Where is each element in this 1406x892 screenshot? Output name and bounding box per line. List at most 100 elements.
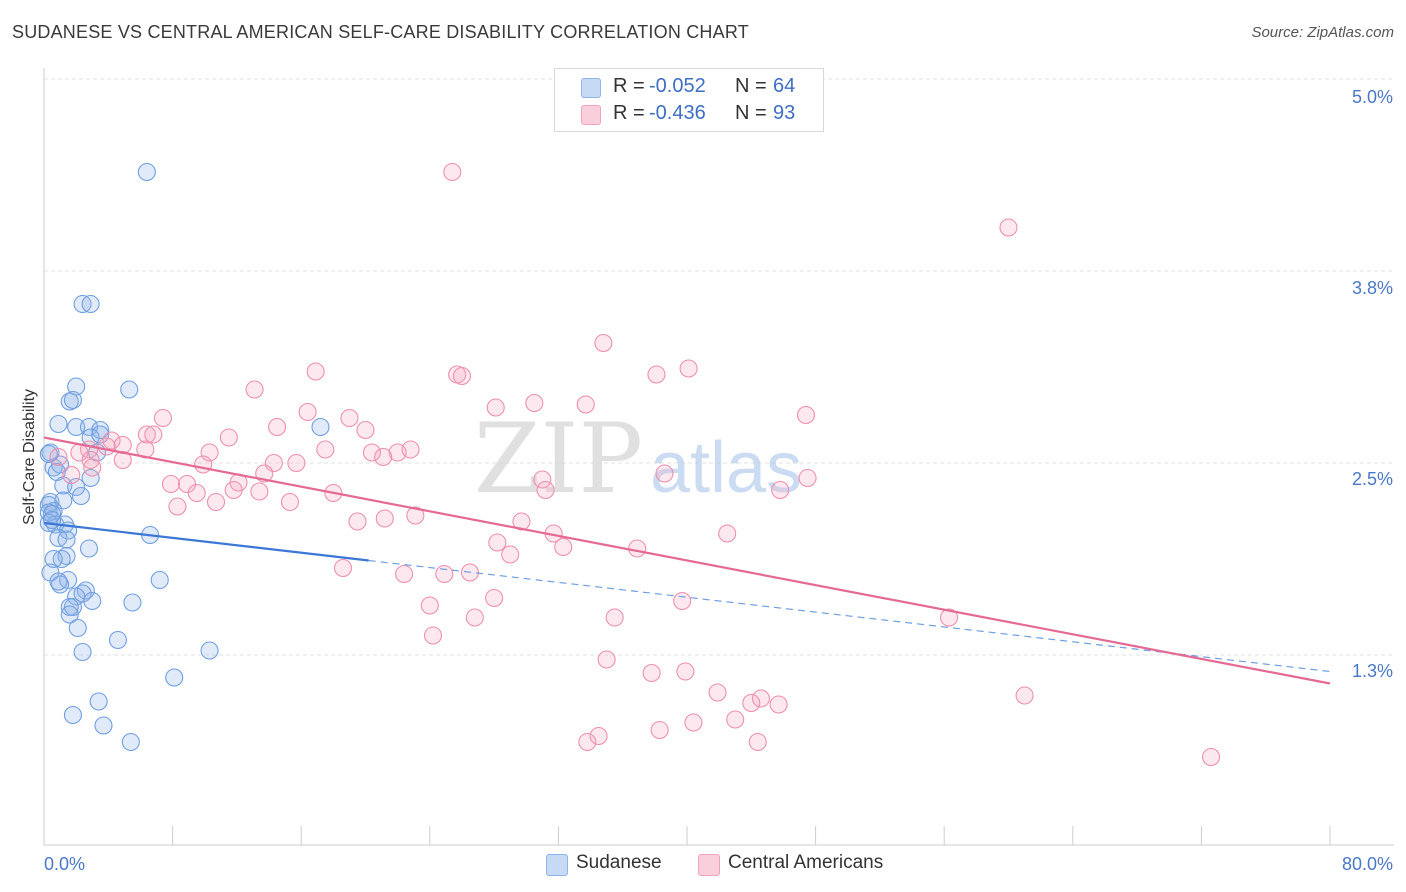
central-american-point bbox=[939, 608, 959, 627]
legend-n-label: N = bbox=[735, 102, 767, 124]
central-american-point bbox=[306, 362, 325, 381]
central-american-point bbox=[999, 218, 1018, 237]
source-label: Source: ZipAtlas.com bbox=[1251, 24, 1394, 41]
sudanese-point bbox=[60, 605, 79, 624]
sudanese-point bbox=[67, 477, 86, 497]
central-american-point bbox=[589, 726, 608, 746]
legend-swatch-sudanese bbox=[581, 78, 601, 98]
central-american-point bbox=[452, 366, 472, 386]
central-american-point bbox=[536, 480, 555, 500]
central-american-point bbox=[465, 608, 484, 627]
central-american-point bbox=[748, 732, 767, 752]
sudanese-point bbox=[63, 705, 82, 725]
legend-r-value: -0.436 bbox=[649, 102, 706, 124]
sudanese-point bbox=[63, 390, 82, 410]
watermark-atlas: atlas bbox=[650, 428, 802, 508]
central-american-point bbox=[771, 480, 790, 500]
central-american-point bbox=[679, 359, 698, 378]
central-american-point bbox=[49, 447, 68, 467]
sudanese-point bbox=[81, 294, 100, 314]
series-swatch-central-americans bbox=[698, 854, 720, 876]
central-american-point bbox=[62, 465, 81, 485]
central-american-point bbox=[153, 408, 173, 428]
central-american-point bbox=[81, 450, 100, 470]
central-american-point bbox=[144, 425, 163, 444]
y-tick-label: 5.0% bbox=[1352, 87, 1393, 107]
sudanese-point bbox=[60, 597, 79, 617]
chart-title: SUDANESE VS CENTRAL AMERICAN SELF-CARE D… bbox=[12, 22, 749, 42]
central-american-point bbox=[554, 537, 573, 557]
central-american-point bbox=[406, 506, 425, 525]
central-american-point bbox=[647, 365, 666, 384]
sudanese-point bbox=[79, 539, 99, 558]
y-tick-label: 1.3% bbox=[1352, 661, 1393, 681]
central-american-point bbox=[219, 428, 238, 447]
sudanese-point bbox=[108, 630, 127, 650]
central-american-point bbox=[650, 720, 669, 740]
y-tick-label: 2.5% bbox=[1352, 469, 1393, 489]
central-american-point bbox=[597, 650, 616, 669]
sudanese-point bbox=[73, 642, 92, 662]
central-american-point bbox=[501, 545, 520, 564]
central-american-point bbox=[316, 440, 335, 459]
watermark: ZIP atlas bbox=[474, 403, 802, 515]
central-american-point bbox=[423, 626, 443, 645]
sudanese-point bbox=[42, 510, 62, 530]
sudanese-point bbox=[311, 417, 330, 437]
central-american-point bbox=[798, 468, 817, 488]
series-swatch-sudanese bbox=[546, 854, 568, 876]
sudanese-point bbox=[123, 593, 142, 612]
sudanese-point bbox=[71, 486, 91, 506]
central-american-point bbox=[224, 480, 243, 500]
central-american-point bbox=[605, 608, 624, 627]
sudanese-point bbox=[94, 716, 113, 735]
sudanese-point bbox=[68, 618, 87, 638]
central-american-point bbox=[673, 591, 692, 611]
central-american-point bbox=[375, 509, 394, 528]
central-american-point bbox=[178, 474, 197, 494]
central-american-point bbox=[486, 398, 505, 417]
x-tick-label: 0.0% bbox=[44, 854, 85, 874]
sudanese-point bbox=[51, 575, 70, 594]
central-american-point bbox=[718, 524, 737, 543]
central-american-point bbox=[628, 539, 647, 558]
central-american-point bbox=[488, 533, 507, 552]
central-american-point bbox=[708, 683, 727, 702]
central-american-point bbox=[769, 695, 788, 714]
central-american-point bbox=[83, 458, 102, 477]
legend-row-sudanese: R = -0.052 N = 64 bbox=[555, 74, 823, 100]
central-american-point bbox=[485, 588, 504, 608]
central-american-point bbox=[298, 402, 317, 422]
sudanese-point bbox=[120, 380, 139, 399]
central-american-point bbox=[348, 512, 367, 531]
central-american-point bbox=[362, 443, 381, 462]
central-american-point bbox=[168, 497, 187, 516]
central-american-point bbox=[102, 431, 121, 450]
axis-labels-layer: Self-Care Disability 1.3% 2.5% 3.8% 5.0% 0.0… bbox=[21, 87, 1393, 874]
sudanese-point bbox=[57, 530, 76, 549]
central-american-point bbox=[245, 380, 264, 399]
central-american-point bbox=[1201, 747, 1221, 767]
central-american-point bbox=[655, 464, 674, 483]
series-label-sudanese: Sudanese bbox=[576, 852, 662, 873]
sudanese-point bbox=[200, 641, 219, 660]
sudanese-point bbox=[83, 591, 102, 611]
grid-layer bbox=[44, 78, 1394, 656]
central-american-point bbox=[194, 455, 213, 474]
central-american-point bbox=[576, 395, 595, 414]
central-american-point bbox=[751, 689, 770, 708]
central-american-point bbox=[395, 564, 414, 584]
central-american-point bbox=[726, 710, 745, 729]
points-layer bbox=[39, 162, 1221, 767]
legend-swatch-central-americans bbox=[581, 105, 601, 125]
central-american-point bbox=[333, 558, 353, 578]
central-american-point bbox=[443, 162, 462, 182]
central-american-point bbox=[250, 482, 269, 501]
central-american-point bbox=[97, 437, 116, 456]
sudanese-point bbox=[121, 732, 140, 752]
series-label-central-americans: Central Americans bbox=[728, 852, 884, 873]
axes-layer bbox=[43, 68, 1394, 846]
central-american-point bbox=[1015, 686, 1034, 705]
central-american-point bbox=[435, 564, 454, 584]
